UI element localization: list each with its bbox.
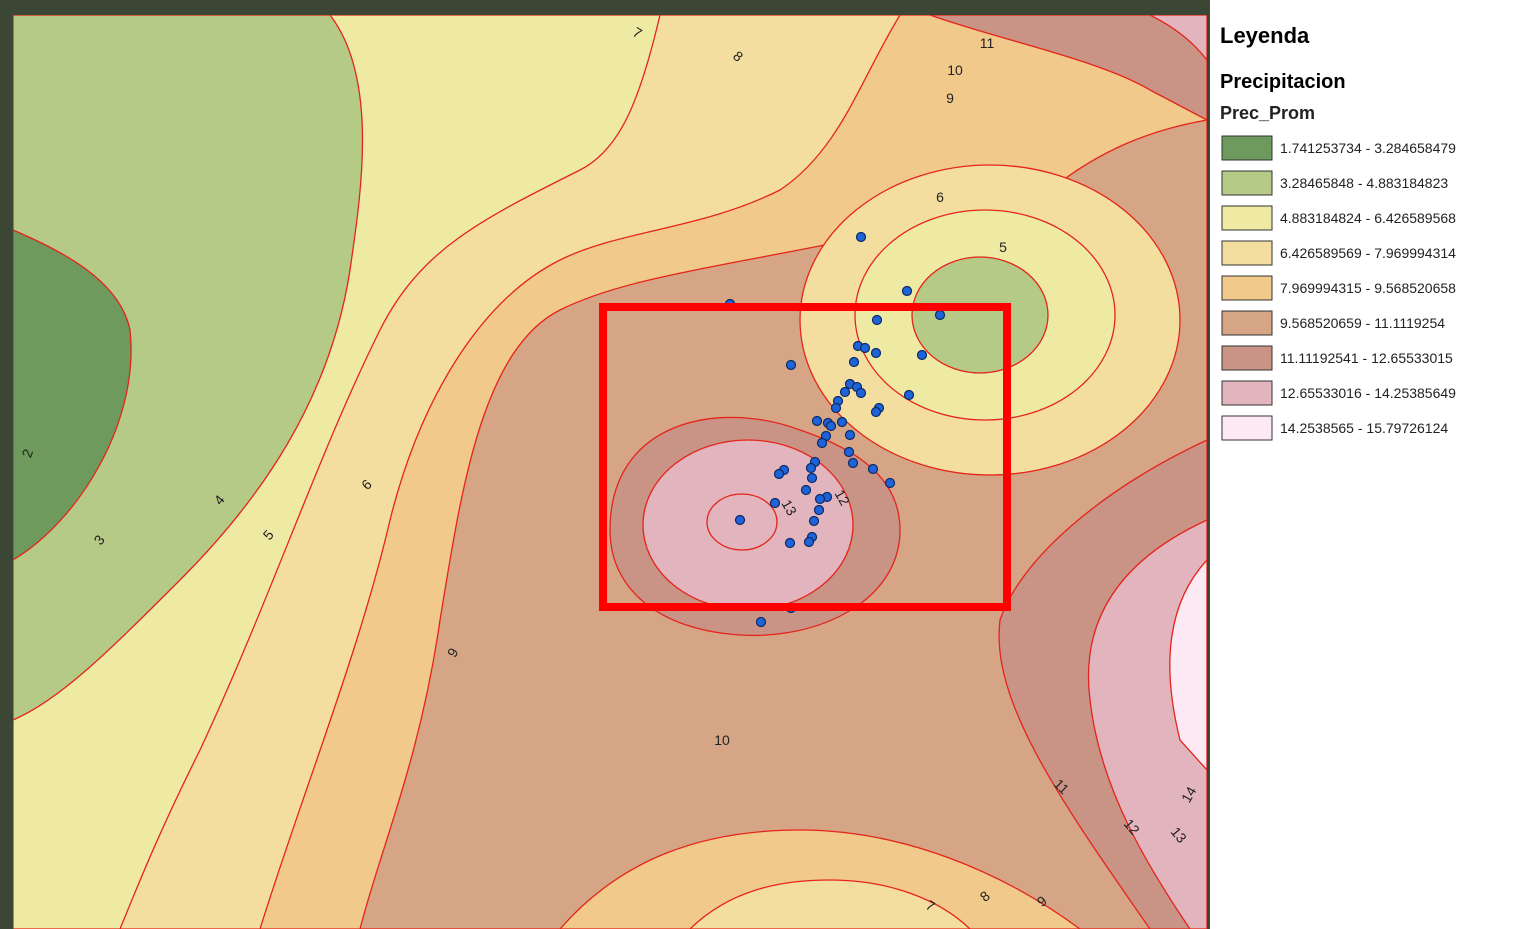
station-point [736, 516, 745, 525]
station-point [815, 506, 824, 515]
station-point [808, 474, 817, 483]
contour-label: 10 [947, 62, 963, 78]
station-point [903, 287, 912, 296]
station-point [827, 422, 836, 431]
station-point [905, 391, 914, 400]
station-point [810, 517, 819, 526]
legend-layer: Precipitacion [1220, 71, 1346, 93]
station-point [849, 459, 858, 468]
legend-label: 7.969994315 - 9.568520658 [1280, 280, 1456, 296]
station-point [869, 465, 878, 474]
station-point [805, 538, 814, 547]
legend-swatch [1222, 171, 1272, 195]
station-point [818, 439, 827, 448]
station-point [857, 389, 866, 398]
legend-swatch [1222, 416, 1272, 440]
station-point [807, 464, 816, 473]
station-point [757, 618, 766, 627]
station-point [845, 448, 854, 457]
contour-label: 9 [946, 90, 954, 106]
legend-label: 12.65533016 - 14.25385649 [1280, 385, 1456, 401]
legend-swatch [1222, 206, 1272, 230]
contour-label: 5 [999, 239, 1007, 255]
station-point [857, 233, 866, 242]
station-point [873, 316, 882, 325]
station-point [786, 539, 795, 548]
station-point [787, 361, 796, 370]
station-point [872, 408, 881, 417]
legend-label: 6.426589569 - 7.969994314 [1280, 245, 1456, 261]
station-point [861, 344, 870, 353]
station-point [771, 499, 780, 508]
station-point [775, 470, 784, 479]
contour-label: 6 [936, 189, 944, 205]
station-point [936, 311, 945, 320]
legend-swatch [1222, 276, 1272, 300]
legend-label: 4.883184824 - 6.426589568 [1280, 210, 1456, 226]
legend-title: Leyenda [1220, 23, 1310, 48]
station-point [813, 417, 822, 426]
station-point [841, 388, 850, 397]
legend: Leyenda Precipitacion Prec_Prom 1.741253… [1220, 23, 1456, 440]
station-point [802, 486, 811, 495]
legend-swatch [1222, 136, 1272, 160]
legend-swatch [1222, 311, 1272, 335]
legend-label: 3.28465848 - 4.883184823 [1280, 175, 1448, 191]
legend-field: Prec_Prom [1220, 103, 1315, 123]
map-page: 78111096523456131291011121314789 Leyenda… [0, 0, 1513, 929]
station-point [838, 418, 847, 427]
legend-swatch [1222, 381, 1272, 405]
station-point [886, 479, 895, 488]
legend-label: 14.2538565 - 15.79726124 [1280, 420, 1448, 436]
legend-swatch [1222, 241, 1272, 265]
legend-label: 1.741253734 - 3.284658479 [1280, 140, 1456, 156]
legend-swatch [1222, 346, 1272, 370]
map: 78111096523456131291011121314789 Leyenda… [0, 0, 1513, 929]
legend-label: 11.11192541 - 12.65533015 [1280, 350, 1453, 366]
contour-label: 11 [980, 35, 995, 51]
station-point [816, 495, 825, 504]
station-point [918, 351, 927, 360]
station-point [832, 404, 841, 413]
contour-surface [13, 15, 1207, 929]
station-point [846, 431, 855, 440]
legend-label: 9.568520659 - 11.1119254 [1280, 315, 1445, 331]
station-point [872, 349, 881, 358]
zone [912, 257, 1048, 373]
station-point [850, 358, 859, 367]
contour-label: 10 [714, 732, 730, 748]
